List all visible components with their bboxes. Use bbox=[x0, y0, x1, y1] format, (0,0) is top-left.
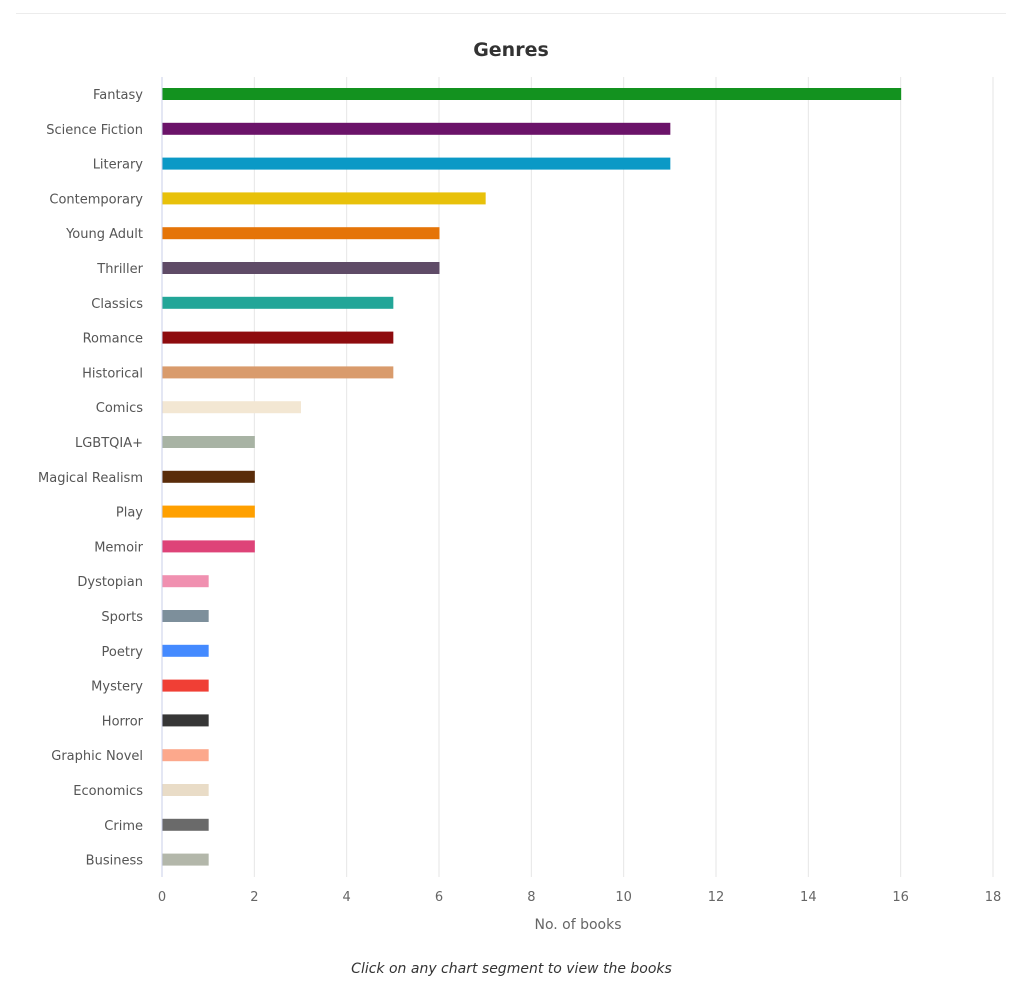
bar-memoir[interactable] bbox=[162, 540, 255, 553]
bar-mystery[interactable] bbox=[162, 679, 209, 692]
bar-young-adult[interactable] bbox=[162, 227, 440, 240]
category-label: Literary bbox=[93, 158, 144, 173]
x-tick-label: 18 bbox=[985, 890, 1002, 905]
top-divider bbox=[16, 13, 1006, 14]
category-label: Mystery bbox=[91, 680, 143, 695]
x-axis-label: No. of books bbox=[534, 917, 621, 933]
category-label: Economics bbox=[73, 784, 143, 799]
bar-magical-realism[interactable] bbox=[162, 470, 255, 483]
bar-classics[interactable] bbox=[162, 296, 394, 309]
category-label: Crime bbox=[104, 819, 143, 834]
x-tick-labels: 0 2 4 6 8 10 12 14 16 18 bbox=[158, 890, 1001, 905]
bar-business[interactable] bbox=[162, 853, 209, 866]
category-label: Contemporary bbox=[49, 192, 143, 207]
chart-title: Genres bbox=[473, 39, 549, 61]
x-tick-label: 10 bbox=[615, 890, 632, 905]
genres-bar-chart: Genres Fantasy Science Fiction Literary Con… bbox=[38, 39, 1001, 933]
x-tick-label: 4 bbox=[343, 890, 351, 905]
category-label: Poetry bbox=[102, 645, 144, 660]
bar-historical[interactable] bbox=[162, 366, 394, 379]
category-label: LGBTQIA+ bbox=[75, 436, 143, 451]
bar-contemporary[interactable] bbox=[162, 192, 486, 205]
bar-dystopian[interactable] bbox=[162, 575, 209, 588]
x-tick-label: 6 bbox=[435, 890, 443, 905]
bar-crime[interactable] bbox=[162, 818, 209, 831]
category-label: Graphic Novel bbox=[51, 749, 143, 764]
x-tick-label: 0 bbox=[158, 890, 166, 905]
category-labels: Fantasy Science Fiction Literary Contempora… bbox=[38, 88, 144, 869]
x-tick-label: 8 bbox=[527, 890, 535, 905]
category-label: Romance bbox=[83, 332, 143, 347]
category-label: Fantasy bbox=[93, 88, 143, 103]
bar-comics[interactable] bbox=[162, 401, 302, 414]
bar-poetry[interactable] bbox=[162, 644, 209, 657]
gridlines bbox=[253, 77, 994, 877]
category-label: Magical Realism bbox=[38, 471, 143, 486]
category-label: Horror bbox=[102, 714, 144, 729]
bar-horror[interactable] bbox=[162, 714, 209, 727]
x-tick-label: 16 bbox=[892, 890, 909, 905]
bars bbox=[162, 88, 902, 866]
chart-hint-caption: Click on any chart segment to view the b… bbox=[351, 961, 672, 977]
bar-literary[interactable] bbox=[162, 157, 671, 170]
category-label: Sports bbox=[101, 610, 143, 625]
category-label: Dystopian bbox=[77, 575, 143, 590]
bar-fantasy[interactable] bbox=[162, 88, 902, 100]
category-label: Business bbox=[86, 854, 144, 869]
category-label: Young Adult bbox=[65, 227, 143, 242]
category-label: Science Fiction bbox=[46, 123, 143, 138]
bar-lgbtqia[interactable] bbox=[162, 436, 255, 448]
category-label: Historical bbox=[82, 366, 143, 381]
category-label: Memoir bbox=[94, 540, 143, 555]
bar-science-fiction[interactable] bbox=[162, 122, 671, 135]
bar-sports[interactable] bbox=[162, 610, 209, 622]
category-label: Thriller bbox=[96, 262, 143, 277]
x-tick-label: 2 bbox=[250, 890, 258, 905]
category-label: Classics bbox=[91, 297, 143, 312]
bar-thriller[interactable] bbox=[162, 262, 440, 274]
bar-economics[interactable] bbox=[162, 784, 209, 796]
bar-play[interactable] bbox=[162, 505, 255, 518]
x-tick-label: 14 bbox=[800, 890, 817, 905]
category-label: Comics bbox=[96, 401, 143, 416]
category-label: Play bbox=[116, 506, 143, 521]
x-tick-label: 12 bbox=[708, 890, 725, 905]
bar-graphic-novel[interactable] bbox=[162, 749, 209, 762]
bar-romance[interactable] bbox=[162, 331, 394, 344]
